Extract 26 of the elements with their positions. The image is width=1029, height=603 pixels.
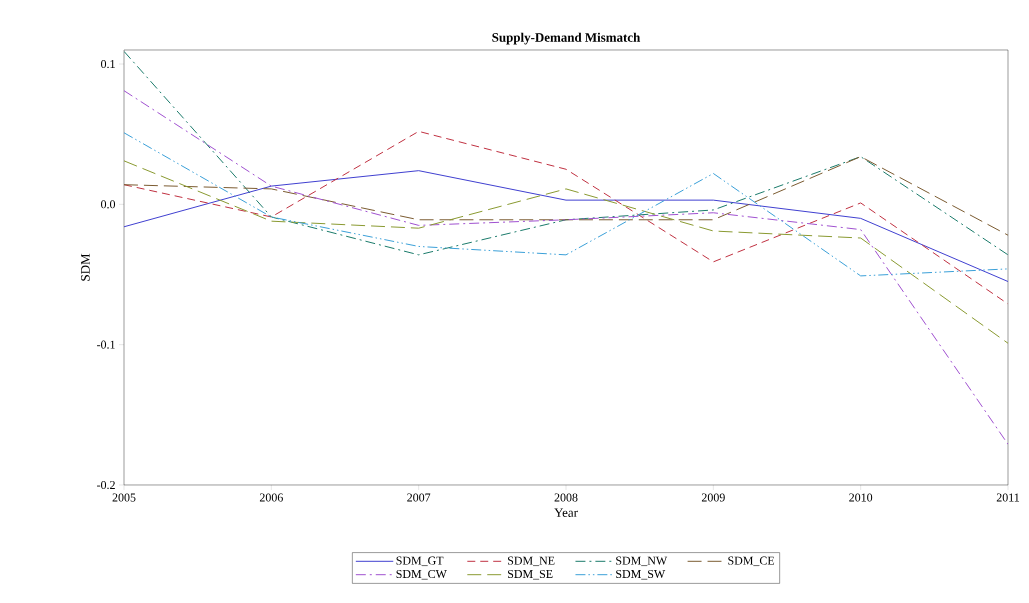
x-tick-label: 2011 — [996, 493, 1020, 502]
line-series — [124, 160, 1009, 344]
legend-label: SDM_GT — [396, 556, 444, 567]
y-tick-label: -0.2 — [97, 480, 115, 490]
legend-label: SDM_SE — [508, 569, 553, 580]
y-tick-label: -0.1 — [97, 340, 115, 349]
legend-label: SDM_NW — [616, 556, 668, 567]
line-series — [124, 170, 1009, 283]
x-tick-label: 2008 — [554, 493, 578, 502]
x-tick-label: 2007 — [407, 493, 431, 502]
y-tick-label: 0.0 — [101, 200, 116, 209]
x-axis-title: Year — [554, 508, 578, 517]
y-axis-title: SDM — [81, 253, 90, 281]
legend-label: SDM_NE — [508, 556, 555, 567]
x-tick-label: 2010 — [849, 493, 873, 502]
line-series — [124, 90, 1009, 445]
legend-label: SDM_SW — [616, 569, 666, 580]
x-tick-label: 2009 — [701, 493, 725, 502]
line-series — [124, 50, 1009, 256]
legend-label: SDM_CW — [396, 569, 447, 580]
x-tick-label: 2005 — [112, 493, 136, 502]
chart-title: Supply-Demand Mismatch — [492, 32, 641, 45]
y-tick-label: 0.1 — [101, 59, 115, 69]
x-tick-label: 2006 — [259, 493, 283, 502]
line-series — [124, 132, 1009, 277]
legend-label: SDM_CE — [728, 556, 775, 567]
